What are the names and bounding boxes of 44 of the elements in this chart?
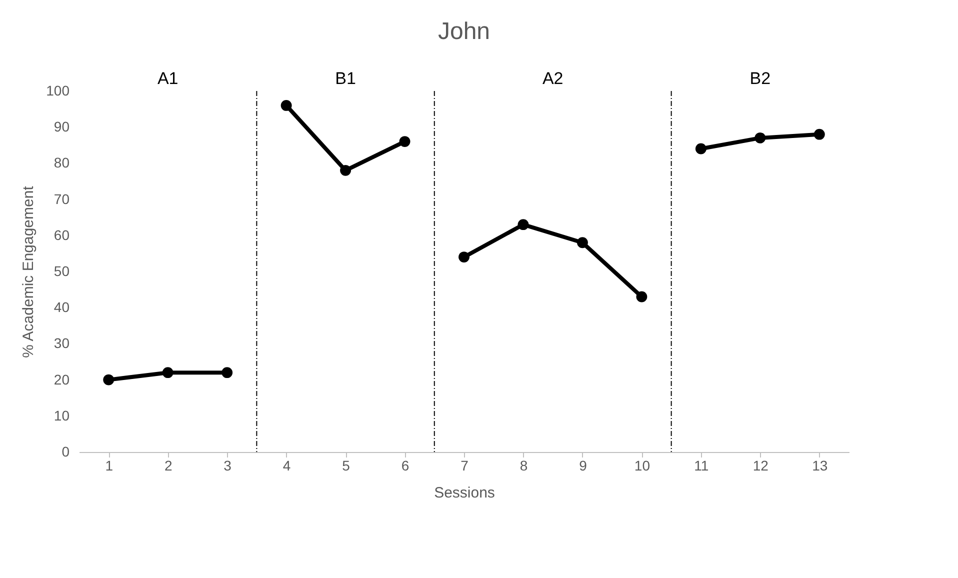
x-tick-label: 3 [224, 458, 232, 474]
point [636, 291, 648, 302]
y-tick-label: 60 [54, 226, 70, 243]
point [162, 367, 174, 378]
point [222, 367, 233, 378]
point [754, 132, 766, 144]
point [458, 252, 470, 263]
x-tick-label: 11 [694, 458, 709, 474]
y-tick-label: 70 [54, 190, 70, 207]
point [280, 100, 292, 111]
point [399, 136, 410, 148]
point [576, 237, 588, 248]
y-tick-label: 0 [62, 444, 70, 460]
x-tick-label: 5 [342, 458, 350, 474]
y-tick-label: 90 [54, 118, 70, 135]
x-tick-label: 10 [634, 458, 650, 474]
x-tick-label: 1 [105, 458, 114, 474]
x-tick-label: 4 [282, 458, 291, 474]
chart-title: John [438, 18, 490, 45]
point [103, 374, 114, 386]
x-tick-label: 8 [520, 458, 528, 474]
x-tick-label: 2 [164, 458, 172, 474]
y-tick-label: 10 [54, 407, 70, 424]
point [340, 164, 352, 176]
y-tick-label: 40 [54, 299, 70, 316]
x-axis-title: Sessions [434, 484, 495, 502]
point [518, 219, 529, 230]
x-tick-label: 9 [579, 458, 588, 474]
x-tick-label: 6 [401, 458, 410, 474]
point [695, 143, 706, 154]
x-tick-label: 13 [812, 458, 828, 474]
text: A2 [542, 69, 564, 88]
y-tick-label: 50 [54, 263, 70, 279]
text: B1 [335, 69, 356, 88]
x-tick-label: 12 [752, 458, 769, 474]
point [814, 128, 825, 140]
text: A1 [157, 69, 178, 88]
y-axis-title: % Academic Engagement [20, 185, 38, 358]
y-tick-label: 80 [54, 154, 70, 171]
text: B2 [750, 69, 771, 88]
x-tick-label: 7 [460, 458, 469, 474]
y-tick-label: 20 [54, 371, 70, 388]
y-tick-label: 30 [54, 335, 70, 352]
y-tick-label: 100 [46, 82, 70, 98]
